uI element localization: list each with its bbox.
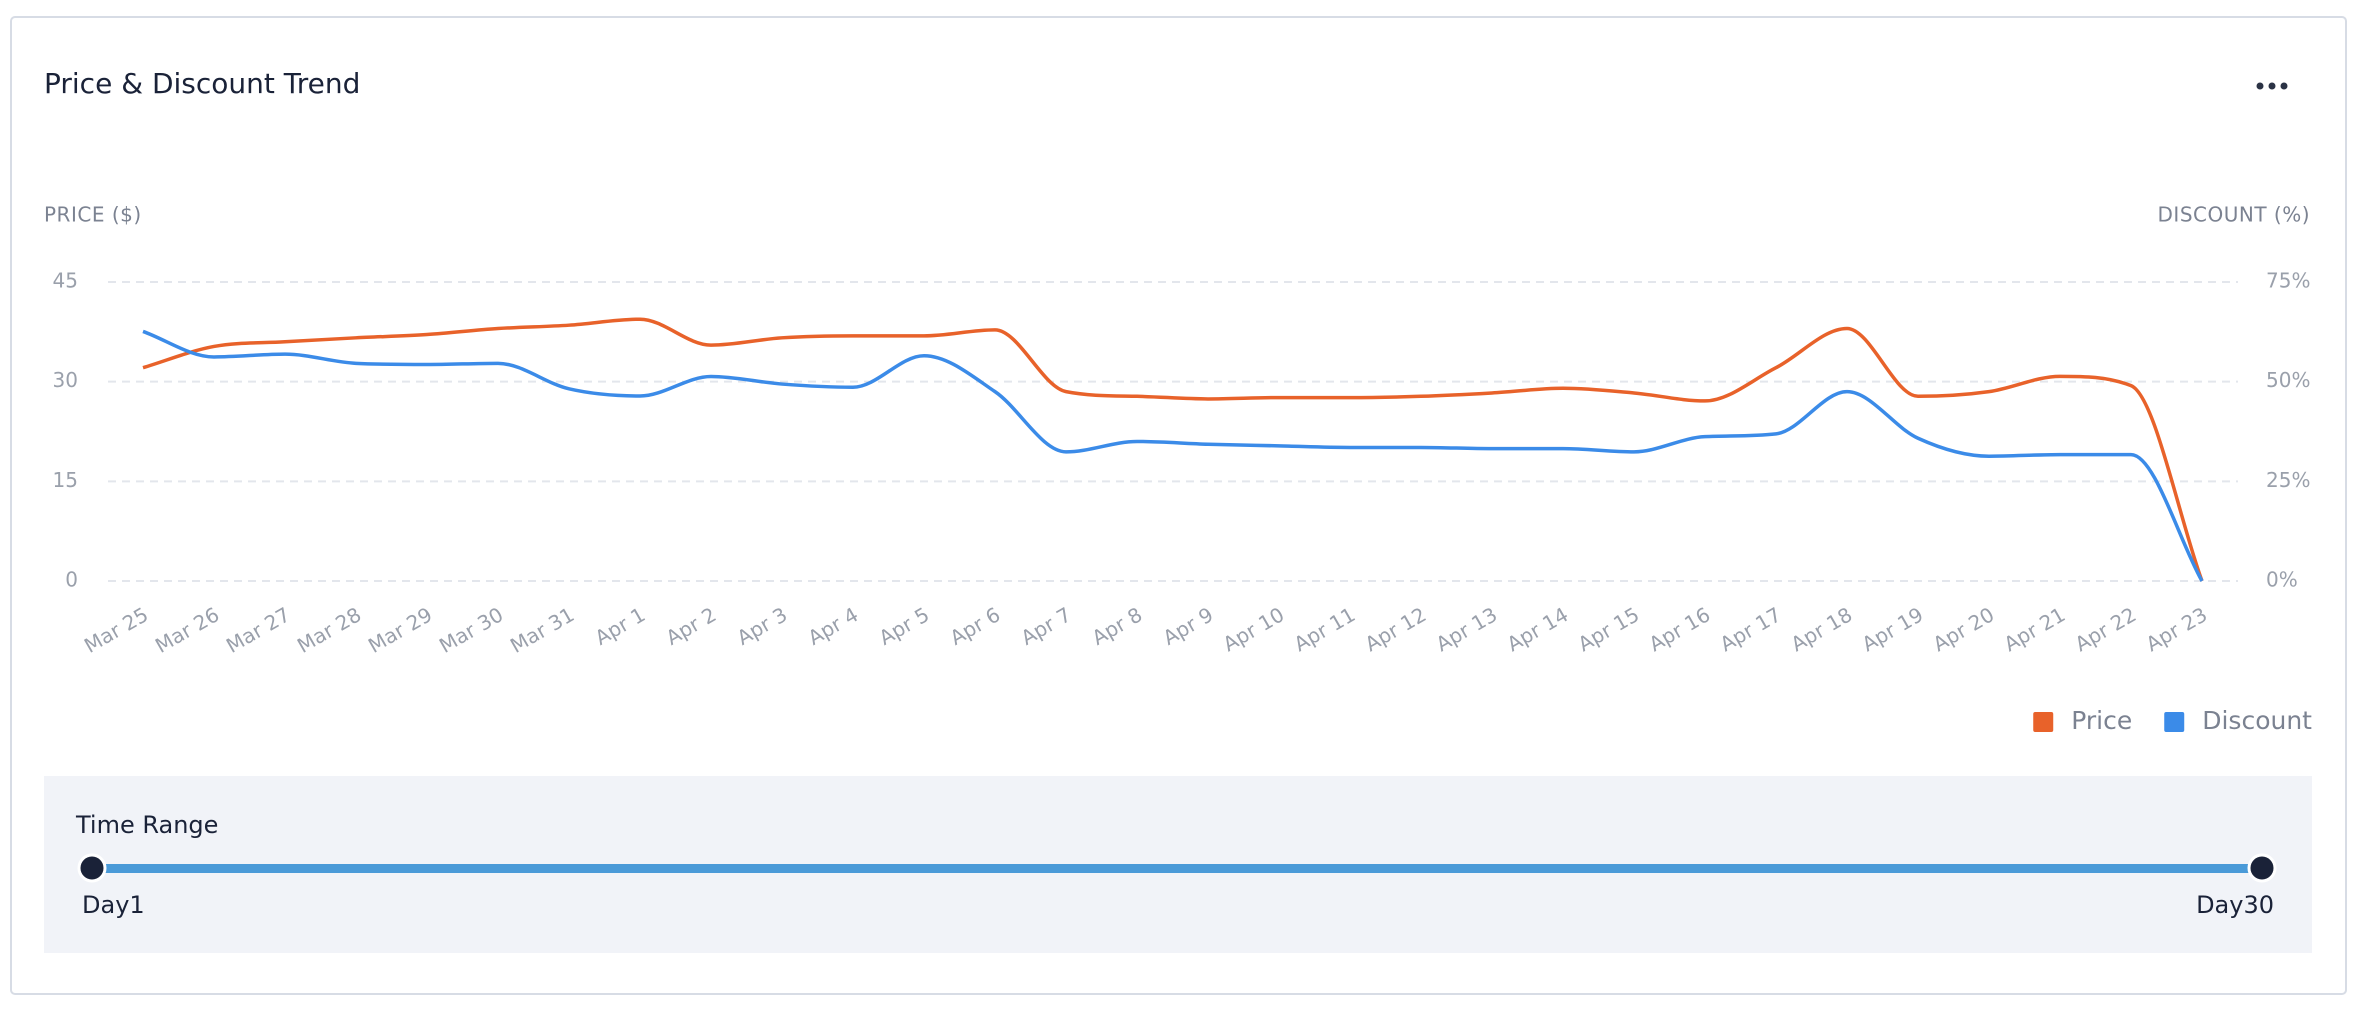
menu-dot — [2280, 82, 2288, 90]
legend-label[interactable]: Price — [2071, 706, 2132, 735]
range-handle-end[interactable] — [2247, 853, 2277, 883]
y2-tick-label: 75% — [2266, 269, 2310, 293]
chart-title: Price & Discount Trend — [44, 67, 360, 100]
legend-swatch — [2033, 712, 2054, 732]
range-handle-start[interactable] — [77, 853, 107, 883]
menu-dot — [2256, 82, 2264, 90]
y-tick-label: 45 — [53, 269, 78, 293]
range-title: Time Range — [75, 811, 218, 839]
legend: Discount Price — [2033, 706, 2312, 735]
series-line — [142, 317, 2204, 582]
range-start-label: Day1 — [82, 891, 145, 919]
menu-button[interactable] — [2256, 82, 2288, 90]
series-line — [142, 329, 2204, 582]
y2-tick-label: 0% — [2266, 568, 2298, 592]
legend-swatch — [2164, 712, 2185, 732]
y-tick-label: 15 — [53, 468, 78, 492]
legend-label[interactable]: Discount — [2202, 706, 2312, 735]
card — [10, 16, 2347, 995]
y2-axis-title: DISCOUNT (%) — [2158, 203, 2310, 227]
y-tick-label: 30 — [53, 368, 78, 392]
y2-tick-label: 50% — [2266, 368, 2310, 392]
range-track[interactable] — [92, 864, 2262, 873]
y-tick-label: 0 — [65, 568, 78, 592]
y-axis-title: PRICE ($) — [44, 203, 142, 227]
range-end-label: Day30 — [2196, 891, 2274, 919]
y2-tick-label: 25% — [2266, 468, 2310, 492]
menu-dot — [2268, 82, 2276, 90]
